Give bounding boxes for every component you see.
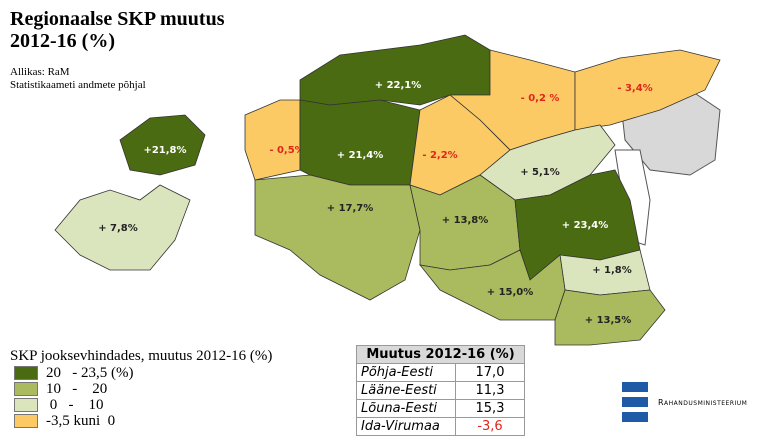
region-label: + 22,1% bbox=[375, 80, 422, 91]
table-header: Muutus 2012-16 (%) bbox=[356, 345, 525, 364]
region-value: -3,6 bbox=[455, 417, 525, 436]
region-value: 15,3 bbox=[455, 399, 525, 418]
region bbox=[119, 114, 206, 176]
region-label: - 0,2 % bbox=[521, 93, 560, 104]
source: Allikas: RaM Statistikaameti andmete põh… bbox=[10, 66, 146, 92]
legend-item: -3,5 kuni 0 bbox=[14, 413, 345, 429]
legend-item: 20 - 23,5 (%) bbox=[14, 365, 345, 381]
region-name: Lääne-Eesti bbox=[356, 381, 456, 400]
region-label: - 2,2% bbox=[422, 150, 457, 161]
region-value: 11,3 bbox=[455, 381, 525, 400]
legend-swatch bbox=[14, 382, 38, 396]
region-label: + 5,1% bbox=[520, 167, 560, 178]
source-line: Statistikaameti andmete põhjal bbox=[10, 79, 146, 91]
region-label: + 13,5% bbox=[585, 315, 632, 326]
region-label: - 3,4% bbox=[617, 83, 652, 94]
legend-item: 10 - 20 bbox=[14, 381, 345, 397]
table-row: Põhja-Eesti 17,0 bbox=[356, 363, 525, 382]
summary-table: Muutus 2012-16 (%) Põhja-Eesti 17,0 Lääne-… bbox=[356, 345, 525, 436]
table-row: Ida-Virumaa -3,6 bbox=[356, 417, 525, 436]
region bbox=[299, 99, 421, 186]
legend-swatch bbox=[14, 398, 38, 412]
legend-swatch bbox=[14, 414, 38, 428]
legend-text: 0 - 10 bbox=[46, 396, 104, 413]
region-name: Lõuna-Eesti bbox=[356, 399, 456, 418]
logo-emblem bbox=[622, 381, 648, 422]
region bbox=[254, 174, 421, 301]
legend-swatch bbox=[14, 366, 38, 380]
legend-text: 10 - 20 bbox=[46, 380, 108, 397]
source-line: Allikas: RaM bbox=[10, 66, 70, 78]
logo-text: Rahandusministeerium bbox=[658, 398, 748, 407]
title: Regionaalse SKP muutus 2012-16 (%) bbox=[10, 8, 224, 52]
region-name: Ida-Virumaa bbox=[356, 417, 456, 436]
region-label: + 17,7% bbox=[327, 203, 374, 214]
region-label: +21,8% bbox=[143, 145, 186, 156]
region bbox=[419, 249, 566, 321]
region bbox=[244, 99, 301, 181]
region bbox=[54, 184, 191, 271]
title-line: 2012-16 (%) bbox=[10, 30, 115, 52]
region-label: + 23,4% bbox=[562, 220, 609, 231]
legend-title: SKP jooksevhindades, muutus 2012-16 (%) bbox=[10, 348, 273, 364]
region-label: - 0,5% bbox=[269, 145, 304, 156]
region-value: 17,0 bbox=[455, 363, 525, 382]
regions: + 22,1% - 0,2 % - 3,4% +21,8% - 0,5% + 21,4% -… bbox=[54, 34, 721, 346]
region-label: + 21,4% bbox=[337, 150, 384, 161]
legend-text: 20 - 23,5 (%) bbox=[46, 364, 134, 381]
table-row: Lõuna-Eesti 15,3 bbox=[356, 399, 525, 418]
region-label: + 13,8% bbox=[442, 215, 489, 226]
region-label: + 1,8% bbox=[592, 265, 632, 276]
region bbox=[554, 289, 666, 346]
region bbox=[299, 34, 491, 106]
table-header-row: Muutus 2012-16 (%) bbox=[356, 345, 525, 364]
region-label: + 7,8% bbox=[98, 223, 138, 234]
legend-item: 0 - 10 bbox=[14, 397, 345, 413]
region-name: Põhja-Eesti bbox=[356, 363, 456, 382]
table-row: Lääne-Eesti 11,3 bbox=[356, 381, 525, 400]
logo: Rahandusministeerium bbox=[620, 375, 760, 430]
title-line: Regionaalse SKP muutus bbox=[10, 8, 225, 30]
legend-text: -3,5 kuni 0 bbox=[46, 412, 116, 429]
region-label: + 15,0% bbox=[487, 287, 534, 298]
legend: SKP jooksevhindades, muutus 2012-16 (%) … bbox=[0, 346, 345, 443]
